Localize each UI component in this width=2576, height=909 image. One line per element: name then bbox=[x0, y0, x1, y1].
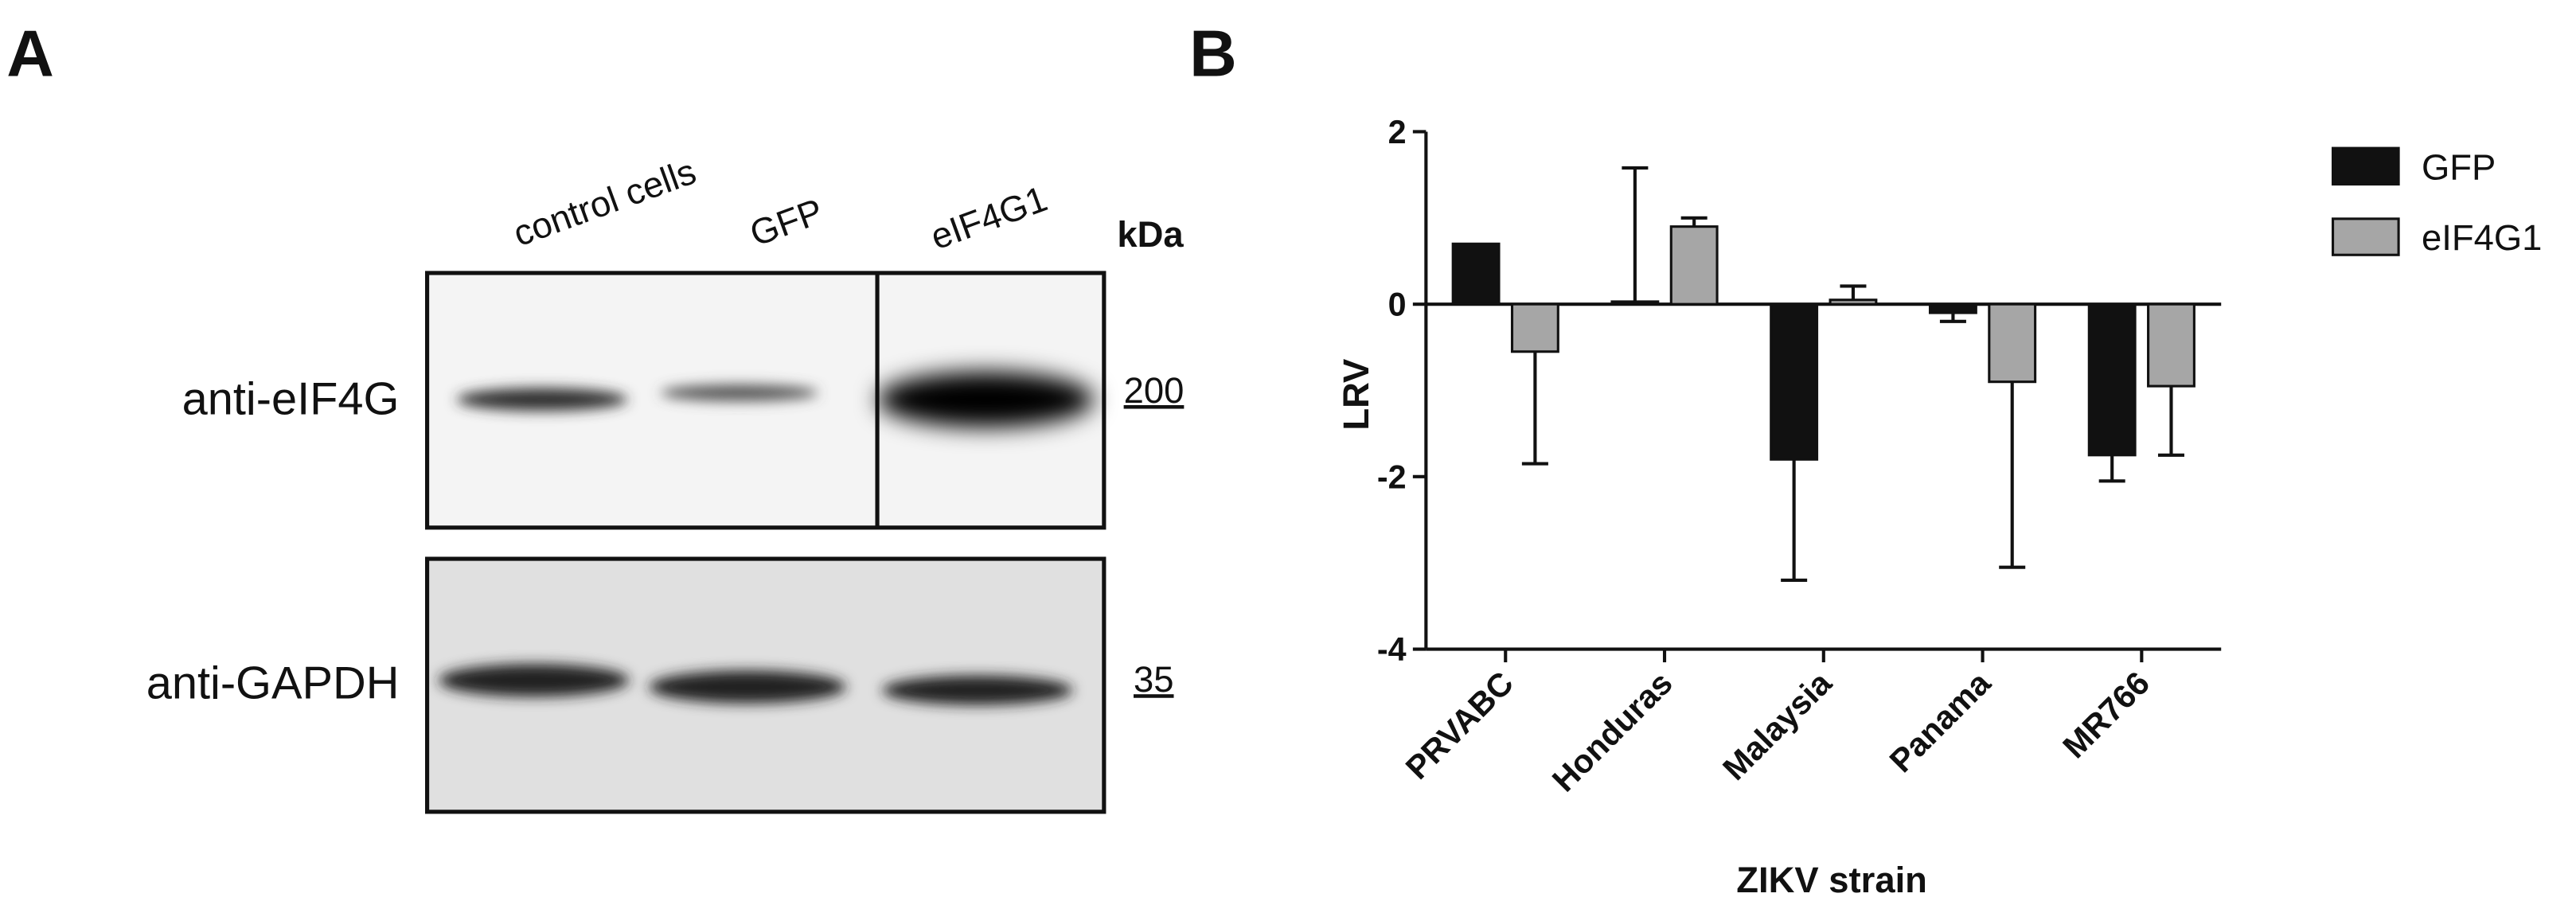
lane-label: eIF4G1 bbox=[925, 178, 1052, 258]
error-bar bbox=[2157, 386, 2184, 457]
error-bar bbox=[1840, 284, 1867, 300]
bar bbox=[2147, 302, 2195, 388]
bar bbox=[1988, 302, 2037, 384]
lane-label: GFP bbox=[744, 190, 828, 254]
bar bbox=[1669, 225, 1719, 306]
x-tick-label: Honduras bbox=[1545, 665, 1680, 799]
x-tick-label: Malaysia bbox=[1715, 664, 1839, 787]
x-tick-label: PRVABC bbox=[1399, 665, 1520, 786]
x-tick-label: Panama bbox=[1883, 664, 1998, 779]
bar bbox=[1928, 302, 1977, 314]
y-tick-label: -2 bbox=[1377, 458, 1407, 495]
error-bar bbox=[1939, 312, 1966, 323]
bar bbox=[1770, 302, 1819, 461]
bar bbox=[2087, 302, 2137, 457]
legend-label: GFP bbox=[2422, 146, 2496, 187]
unit-label: kDa bbox=[1117, 214, 1184, 255]
y-tick-label: 2 bbox=[1388, 114, 1407, 150]
error-bar bbox=[2098, 454, 2125, 483]
bar bbox=[1451, 242, 1501, 306]
error-bar bbox=[1999, 381, 2026, 569]
blot-top bbox=[425, 271, 1107, 530]
marker-label: 35 bbox=[1134, 659, 1174, 700]
panel-label: B bbox=[1189, 17, 1237, 90]
error-bar bbox=[1680, 216, 1708, 227]
blot-bottom bbox=[425, 556, 1107, 814]
antibody-label: anti-eIF4G bbox=[182, 373, 400, 424]
legend-label: eIF4G1 bbox=[2422, 217, 2542, 258]
y-axis-label: LRV bbox=[1336, 359, 1376, 431]
bar bbox=[1829, 298, 1878, 306]
antibody-label: anti-GAPDH bbox=[146, 657, 400, 708]
error-bar bbox=[1622, 166, 1649, 302]
error-bar bbox=[1521, 351, 1548, 466]
legend-swatch bbox=[2332, 217, 2400, 256]
legend-swatch bbox=[2332, 146, 2400, 186]
marker-label: 200 bbox=[1124, 370, 1185, 411]
lane-label: control cells bbox=[508, 150, 701, 254]
y-tick-label: -4 bbox=[1377, 631, 1407, 668]
error-bar bbox=[1781, 459, 1808, 582]
x-axis-label: ZIKV strain bbox=[1736, 860, 1927, 900]
y-tick-label: 0 bbox=[1388, 287, 1407, 323]
panel-label: A bbox=[6, 17, 54, 90]
x-tick-label: MR766 bbox=[2055, 665, 2156, 766]
bar bbox=[1610, 300, 1660, 306]
bar bbox=[1510, 302, 1559, 353]
